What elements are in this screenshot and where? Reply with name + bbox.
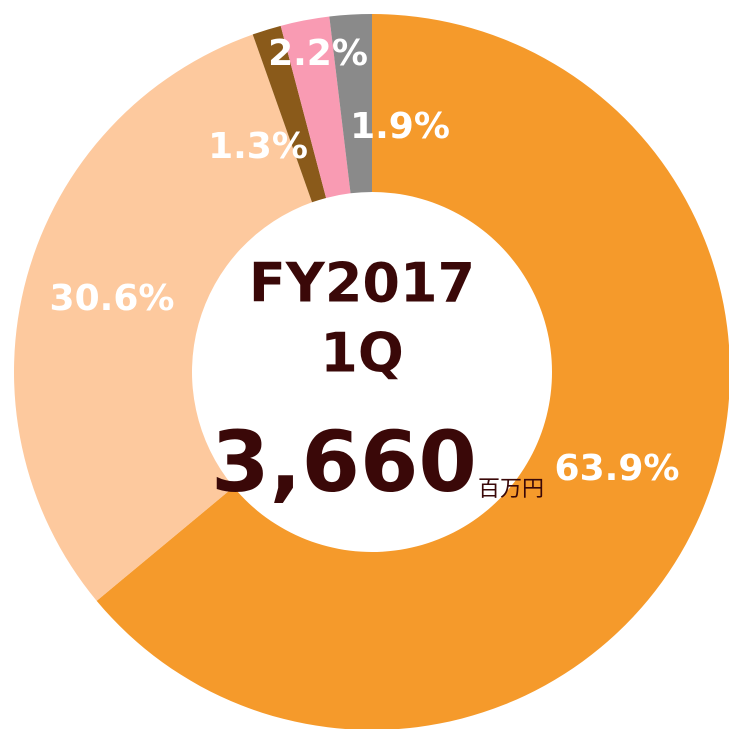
slice xyxy=(13,34,313,601)
slice xyxy=(280,16,351,198)
value-label: 1.9% xyxy=(350,106,450,147)
slice xyxy=(329,14,372,194)
value-label: 63.9% xyxy=(555,448,680,489)
value-label: 1.3% xyxy=(208,126,308,167)
center-period: FY2017 xyxy=(249,252,475,315)
slice xyxy=(252,25,327,203)
value-label: 30.6% xyxy=(50,278,175,319)
center-total: 3,660 xyxy=(211,413,477,511)
donut xyxy=(13,14,729,730)
center-quarter: 1Q xyxy=(320,322,403,385)
slice xyxy=(96,14,729,730)
value-label: 2.2% xyxy=(268,33,368,74)
center-unit: 百万円 xyxy=(478,477,544,502)
